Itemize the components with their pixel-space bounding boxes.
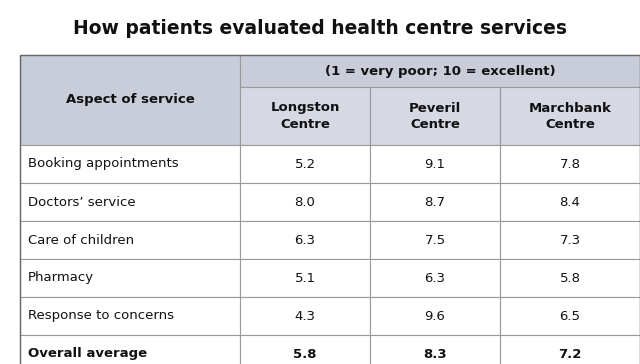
Bar bbox=[500, 335, 640, 364]
Bar bbox=[240, 87, 370, 145]
Text: 6.3: 6.3 bbox=[294, 233, 316, 246]
Bar bbox=[370, 87, 500, 145]
Text: 4.3: 4.3 bbox=[294, 309, 316, 323]
Bar bbox=[370, 221, 500, 259]
Text: 8.3: 8.3 bbox=[423, 348, 447, 360]
Bar bbox=[500, 183, 640, 221]
Bar bbox=[500, 259, 640, 297]
Text: Marchbank
Centre: Marchbank Centre bbox=[529, 102, 611, 131]
Bar bbox=[370, 259, 500, 297]
Text: 9.1: 9.1 bbox=[424, 158, 445, 170]
Text: 5.2: 5.2 bbox=[294, 158, 316, 170]
Bar bbox=[240, 259, 370, 297]
Bar bbox=[240, 145, 370, 183]
Text: Aspect of service: Aspect of service bbox=[66, 94, 195, 107]
Text: 8.0: 8.0 bbox=[294, 195, 316, 209]
Text: 7.5: 7.5 bbox=[424, 233, 445, 246]
Bar bbox=[240, 297, 370, 335]
Text: Peveril
Centre: Peveril Centre bbox=[409, 102, 461, 131]
Bar bbox=[240, 335, 370, 364]
Text: Booking appointments: Booking appointments bbox=[28, 158, 179, 170]
Text: 5.1: 5.1 bbox=[294, 272, 316, 285]
Text: Response to concerns: Response to concerns bbox=[28, 309, 174, 323]
Bar bbox=[500, 87, 640, 145]
Text: Care of children: Care of children bbox=[28, 233, 134, 246]
Bar bbox=[20, 55, 240, 145]
Text: (1 = very poor; 10 = excellent): (1 = very poor; 10 = excellent) bbox=[324, 64, 556, 78]
Bar bbox=[20, 183, 240, 221]
Bar bbox=[370, 297, 500, 335]
Text: Doctors’ service: Doctors’ service bbox=[28, 195, 136, 209]
Bar bbox=[370, 145, 500, 183]
Text: 6.5: 6.5 bbox=[559, 309, 580, 323]
Bar bbox=[240, 183, 370, 221]
Text: 6.3: 6.3 bbox=[424, 272, 445, 285]
Text: How patients evaluated health centre services: How patients evaluated health centre ser… bbox=[73, 19, 567, 37]
Bar bbox=[20, 55, 640, 364]
Bar bbox=[240, 221, 370, 259]
Bar bbox=[240, 55, 640, 87]
Text: Longston
Centre: Longston Centre bbox=[270, 102, 340, 131]
Bar bbox=[20, 335, 240, 364]
Bar bbox=[500, 221, 640, 259]
Text: 9.6: 9.6 bbox=[424, 309, 445, 323]
Bar bbox=[500, 297, 640, 335]
Text: 7.3: 7.3 bbox=[559, 233, 580, 246]
Bar bbox=[20, 297, 240, 335]
Text: 7.2: 7.2 bbox=[558, 348, 582, 360]
Bar bbox=[20, 221, 240, 259]
Text: 5.8: 5.8 bbox=[559, 272, 580, 285]
Bar bbox=[370, 183, 500, 221]
Text: 8.7: 8.7 bbox=[424, 195, 445, 209]
Text: 5.8: 5.8 bbox=[293, 348, 317, 360]
Bar bbox=[20, 259, 240, 297]
Text: 7.8: 7.8 bbox=[559, 158, 580, 170]
Text: 8.4: 8.4 bbox=[559, 195, 580, 209]
Bar bbox=[500, 145, 640, 183]
Text: Pharmacy: Pharmacy bbox=[28, 272, 94, 285]
Text: Overall average: Overall average bbox=[28, 348, 147, 360]
Bar bbox=[20, 145, 240, 183]
Bar bbox=[370, 335, 500, 364]
